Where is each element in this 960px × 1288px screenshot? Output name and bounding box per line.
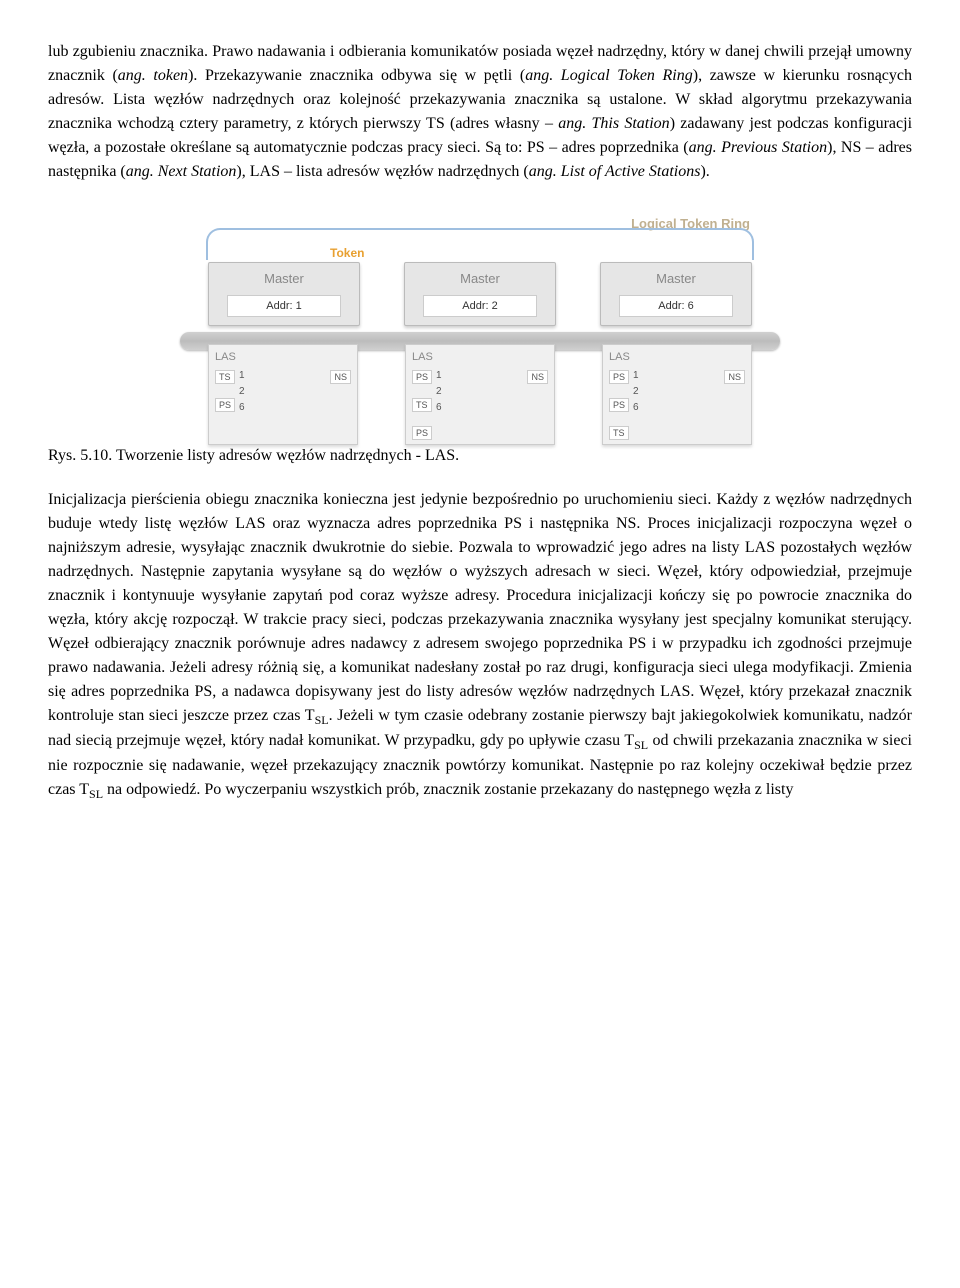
master-title: Master xyxy=(405,263,555,291)
master-node: Master Addr: 1 xyxy=(208,262,360,326)
addr-box: Addr: 2 xyxy=(423,295,537,318)
master-title: Master xyxy=(601,263,751,291)
las-box: LASPSTSPS126NS xyxy=(405,344,555,445)
las-title: LAS xyxy=(215,349,351,366)
las-title: LAS xyxy=(412,349,548,366)
las-title: LAS xyxy=(609,349,745,366)
master-node: Master Addr: 2 xyxy=(404,262,556,326)
token-label: Token xyxy=(330,244,364,262)
master-node: Master Addr: 6 xyxy=(600,262,752,326)
figure-logical-token-ring: Logical Token Ring Token MasterAddr: 1Ma… xyxy=(200,214,760,414)
paragraph-2: Inicjalizacja pierścienia obiegu znaczni… xyxy=(48,488,912,804)
ltr-arc xyxy=(206,228,754,260)
master-title: Master xyxy=(209,263,359,291)
addr-box: Addr: 6 xyxy=(619,295,733,318)
addr-box: Addr: 1 xyxy=(227,295,341,318)
paragraph-1: lub zgubieniu znacznika. Prawo nadawania… xyxy=(48,40,912,184)
figure-caption: Rys. 5.10. Tworzenie listy adresów węzłó… xyxy=(48,444,912,468)
master-row: Master Addr: 1 Master Addr: 2 Master Addr: 6 xyxy=(200,262,760,326)
las-row: LASTSPS126NS LASPSTSPS126NS LASPSPSTS126NS xyxy=(200,344,760,445)
las-box: LASPSPSTS126NS xyxy=(602,344,752,445)
las-box: LASTSPS126NS xyxy=(208,344,358,445)
